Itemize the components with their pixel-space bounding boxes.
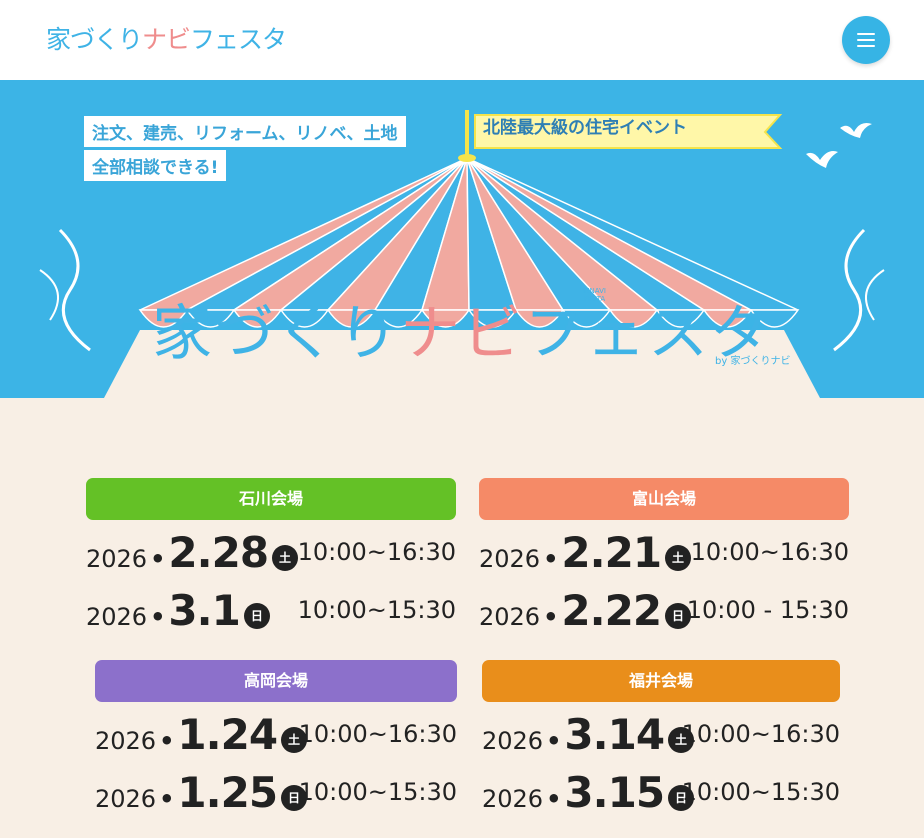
event-time: 10:00~16:30: [297, 538, 456, 566]
date-year: 2026: [86, 603, 148, 631]
date: 2026 • 2.22 日: [479, 586, 692, 635]
date: 2026 • 1.24 土: [95, 710, 308, 759]
venue-label: 福井会場: [482, 660, 840, 702]
date-year: 2026: [482, 727, 544, 755]
venue-date-row: 2026 • 3.14 土 10:00~16:30: [482, 702, 840, 760]
logo-text-c: フェスタ: [190, 25, 287, 54]
date-year: 2026: [86, 545, 148, 573]
date-dot: •: [159, 727, 175, 755]
date-month-day: 2.28: [168, 528, 269, 577]
date-dot: •: [159, 785, 175, 813]
hero-tagline-2: 全部相談できる!: [84, 150, 227, 181]
date-year: 2026: [479, 603, 541, 631]
venue-card: 富山会場 2026 • 2.21 土 10:00~16:30 2026 • 2.22 日 1…: [479, 478, 849, 636]
hero-title-c: フェスタ: [524, 299, 772, 369]
venue-date-row: 2026 • 3.15 日 10:00~15:30: [482, 760, 840, 818]
venue-date-row: 2026 • 1.24 土 10:00~16:30: [95, 702, 457, 760]
venue-card: 石川会場 2026 • 2.28 土 10:00~16:30 2026 • 3.1 日 10…: [86, 478, 456, 636]
date: 2026 • 2.28 土: [86, 528, 299, 577]
date-year: 2026: [482, 785, 544, 813]
hero-title-a: 家づくり: [152, 299, 400, 369]
venue-date-row: 2026 • 1.25 日 10:00~15:30: [95, 760, 457, 818]
hero-title-en-2: FESTA: [583, 295, 606, 303]
venue-label: 富山会場: [479, 478, 849, 520]
venue-label: 高岡会場: [95, 660, 457, 702]
event-time: 10:00 - 15:30: [686, 596, 849, 624]
site-logo[interactable]: 家づくりナビフェスタ: [46, 20, 287, 56]
date-month-day: 1.24: [177, 710, 278, 759]
date: 2026 • 1.25 日: [95, 768, 308, 817]
hero-by-label: by 家づくりナビ: [715, 356, 791, 367]
date-dot: •: [543, 545, 559, 573]
weekday-badge: 土: [281, 727, 308, 753]
hamburger-icon-bar: [857, 45, 875, 47]
weekday-badge: 土: [668, 727, 695, 753]
date-month-day: 3.1: [168, 586, 240, 635]
tent-illustration: [39, 110, 885, 398]
date-year: 2026: [95, 727, 157, 755]
hero-title-en: IENAVI FESTA: [583, 287, 606, 303]
date: 2026 • 2.21 土: [479, 528, 692, 577]
menu-button[interactable]: [842, 16, 890, 64]
venue-card: 福井会場 2026 • 3.14 土 10:00~16:30 2026 • 3.15 日 1…: [482, 660, 840, 818]
logo-text-a: 家づくり: [46, 25, 143, 54]
event-time: 10:00~15:30: [297, 596, 456, 624]
date-year: 2026: [95, 785, 157, 813]
date-month-day: 2.21: [561, 528, 662, 577]
hero-tagline-1: 注文、建売、リフォーム、リノベ、土地: [84, 116, 406, 147]
venue-date-row: 2026 • 2.22 日 10:00 - 15:30: [479, 578, 849, 636]
date: 2026 • 3.14 土: [482, 710, 695, 759]
weekday-badge: 土: [272, 545, 299, 571]
date-month-day: 1.25: [177, 768, 278, 817]
hamburger-icon: [857, 33, 875, 35]
site-header: 家づくりナビフェスタ: [0, 0, 924, 80]
event-time: 10:00~16:30: [690, 538, 849, 566]
date-month-day: 3.14: [564, 710, 665, 759]
hero-event-label: 北陸最大級の住宅イベント: [483, 118, 687, 138]
date-dot: •: [543, 603, 559, 631]
venue-label: 石川会場: [86, 478, 456, 520]
weekday-badge: 日: [281, 785, 308, 811]
venue-date-row: 2026 • 2.21 土 10:00~16:30: [479, 520, 849, 578]
event-time: 10:00~15:30: [298, 778, 457, 806]
logo-text-b: ナビ: [142, 25, 191, 54]
weekday-badge: 日: [665, 603, 692, 629]
hero-banner: 注文、建売、リフォーム、リノベ、土地 全部相談できる! 北陸最大級の住宅イベント…: [0, 80, 924, 398]
hero-title-b: ナビ: [400, 299, 524, 369]
hamburger-icon-bar: [857, 39, 875, 41]
hero-title-en-1: IENAVI: [583, 287, 606, 295]
event-time: 10:00~16:30: [681, 720, 840, 748]
venue-date-row: 2026 • 3.1 日 10:00~15:30: [86, 578, 456, 636]
date-dot: •: [546, 785, 562, 813]
date-month-day: 3.15: [564, 768, 665, 817]
date-dot: •: [150, 603, 166, 631]
date-dot: •: [546, 727, 562, 755]
weekday-badge: 日: [668, 785, 695, 811]
hero-title: 家づくりナビフェスタ: [0, 285, 924, 372]
weekday-badge: 日: [243, 603, 270, 629]
venue-date-row: 2026 • 2.28 土 10:00~16:30: [86, 520, 456, 578]
date-month-day: 2.22: [561, 586, 662, 635]
venue-card: 高岡会場 2026 • 1.24 土 10:00~16:30 2026 • 1.25 日 1…: [95, 660, 457, 818]
date: 2026 • 3.15 日: [482, 768, 695, 817]
event-time: 10:00~15:30: [681, 778, 840, 806]
date-year: 2026: [479, 545, 541, 573]
date: 2026 • 3.1 日: [86, 586, 270, 635]
event-time: 10:00~16:30: [298, 720, 457, 748]
weekday-badge: 土: [665, 545, 692, 571]
date-dot: •: [150, 545, 166, 573]
